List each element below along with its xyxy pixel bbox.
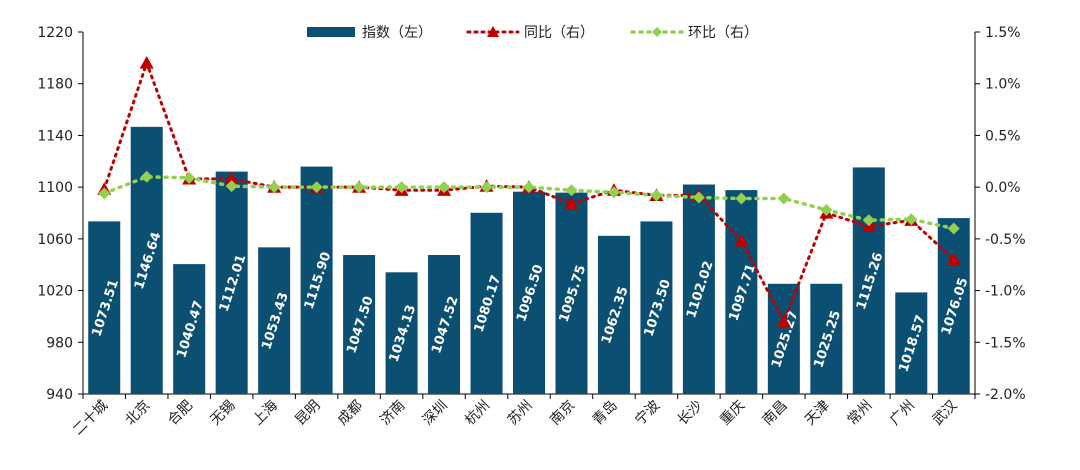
right-tick-label: 0.0% xyxy=(985,180,1021,196)
mom-line xyxy=(102,175,956,231)
mom-point xyxy=(140,170,153,183)
bar xyxy=(300,166,333,394)
mom-point xyxy=(98,187,111,200)
left-tick-label: 1020 xyxy=(37,284,73,300)
x-category-label: 杭州 xyxy=(462,398,493,429)
bars-layer xyxy=(88,126,970,395)
bar xyxy=(343,255,376,394)
x-category-label: 济南 xyxy=(377,398,408,429)
right-tick-label: -0.5% xyxy=(985,232,1026,248)
x-category-label: 常州 xyxy=(845,398,876,429)
bar xyxy=(258,247,291,394)
left-tick-label: 1060 xyxy=(37,232,73,248)
mom-point xyxy=(735,192,748,205)
bar xyxy=(385,272,418,394)
x-category-label: 南昌 xyxy=(760,398,791,429)
right-tick-label: 1.5% xyxy=(985,25,1021,41)
left-tick-label: 1220 xyxy=(37,25,73,41)
x-category-label: 重庆 xyxy=(717,398,748,429)
lines-layer xyxy=(97,56,961,328)
x-category-label: 合肥 xyxy=(165,398,196,429)
mom-point xyxy=(820,203,833,216)
x-category-label: 成都 xyxy=(335,398,366,429)
x-category-label: 长沙 xyxy=(675,398,706,429)
mom-point xyxy=(565,184,578,197)
x-category-label: 天津 xyxy=(802,398,833,429)
x-category-label: 上海 xyxy=(250,398,281,429)
mom-point xyxy=(225,180,238,193)
x-category-label: 南京 xyxy=(547,398,578,429)
x-category-label: 青岛 xyxy=(590,398,621,429)
bar xyxy=(88,221,121,394)
bar xyxy=(725,190,758,394)
mom-point xyxy=(607,186,620,199)
mom-point xyxy=(395,181,408,194)
mom-point xyxy=(777,192,790,205)
legend-bar-swatch xyxy=(307,27,355,37)
x-category-label: 无锡 xyxy=(207,398,238,429)
yoy-point xyxy=(946,252,961,266)
legend-yoy-swatch-marker xyxy=(487,26,499,37)
mom-point xyxy=(183,171,196,184)
mom-point xyxy=(862,214,875,227)
x-category-label: 宁波 xyxy=(631,397,663,429)
bar xyxy=(810,283,843,394)
x-category-label: 昆明 xyxy=(292,398,323,429)
bar xyxy=(513,191,545,394)
legend-label-mom: 环比（右） xyxy=(688,25,758,41)
mom-point xyxy=(310,181,323,194)
yoy-point xyxy=(734,233,749,247)
mom-point xyxy=(905,213,918,226)
mom-point xyxy=(480,181,493,194)
mom-point xyxy=(438,181,451,194)
mom-point xyxy=(650,189,663,202)
bar xyxy=(640,221,673,394)
bar xyxy=(428,254,461,394)
right-tick-label: 1.0% xyxy=(985,77,1021,93)
bar xyxy=(682,184,715,394)
bar xyxy=(555,192,588,394)
yoy-point xyxy=(224,171,239,185)
right-tick-label: -2.0% xyxy=(985,387,1026,403)
legend-mom-swatch-marker xyxy=(652,27,662,37)
right-tick-label: -1.0% xyxy=(985,284,1026,300)
x-category-label: 二十城 xyxy=(70,398,111,439)
left-tick-label: 1180 xyxy=(37,77,73,93)
bar xyxy=(215,171,248,394)
mom-point xyxy=(947,222,960,235)
yoy-point xyxy=(564,196,579,210)
bar xyxy=(597,235,630,394)
right-tick-label: -1.5% xyxy=(985,335,1026,351)
left-tick-label: 980 xyxy=(46,335,73,351)
bar xyxy=(937,218,970,394)
x-category-label: 深圳 xyxy=(420,398,451,429)
left-tick-label: 940 xyxy=(46,387,73,403)
left-tick-label: 1100 xyxy=(37,180,73,196)
x-category-label: 苏州 xyxy=(505,398,536,429)
x-category-label: 北京 xyxy=(122,398,153,429)
left-tick-label: 1140 xyxy=(37,128,73,144)
yoy-point xyxy=(776,314,791,328)
legend: 指数（左） 同比（右） 环比（右） xyxy=(307,25,758,41)
bar xyxy=(470,212,503,394)
yoy-point xyxy=(139,56,154,69)
bar xyxy=(895,292,928,394)
bar xyxy=(852,167,885,394)
mom-point xyxy=(692,191,705,204)
x-category-label: 武汉 xyxy=(929,398,960,429)
legend-label-index: 指数（左） xyxy=(362,25,432,41)
x-category-label: 广州 xyxy=(887,398,918,429)
bar xyxy=(173,264,206,394)
right-tick-label: 0.5% xyxy=(985,128,1021,144)
axes: 940 980 1020 1060 1100 1140 1180 1220 -2.0% -1.5%… xyxy=(37,25,1025,439)
legend-label-yoy: 同比（右） xyxy=(524,25,594,41)
mom-point xyxy=(523,181,535,194)
mom-point xyxy=(353,181,366,194)
mom-point xyxy=(268,181,281,194)
